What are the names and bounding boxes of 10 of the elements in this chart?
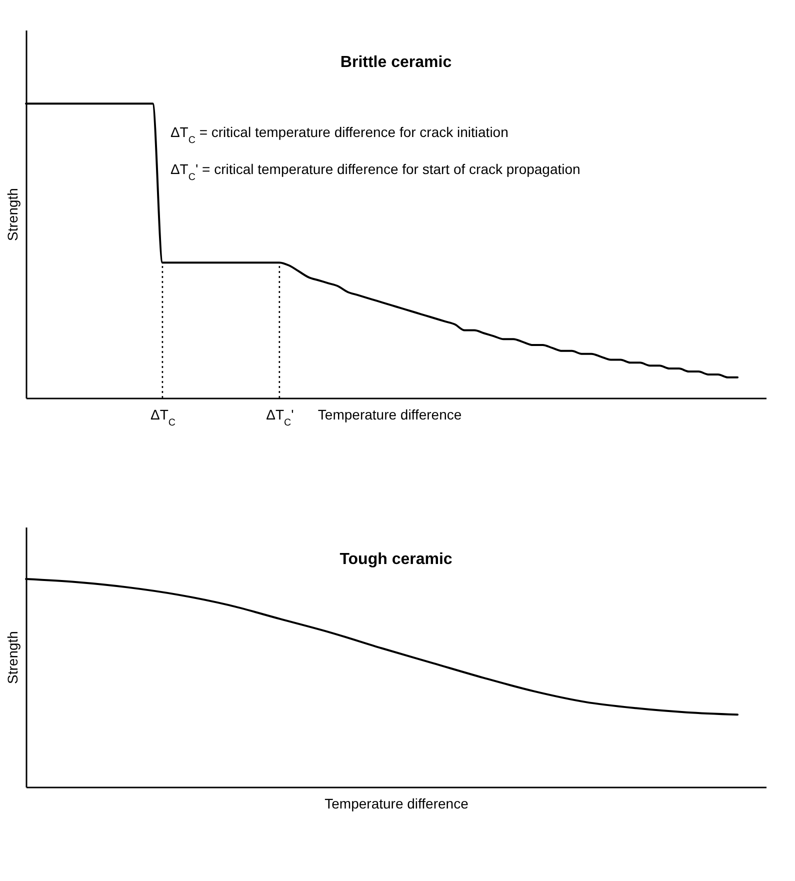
- annotation: ΔT$_{C}$' = critical temperature difference for start of crack propagation: [170, 161, 580, 182]
- y-axis-title: Strength: [4, 188, 20, 241]
- annotation: ΔT$_{C}$ = critical temperature difference for crack initiation: [170, 124, 508, 146]
- y-axis-title: Strength: [4, 631, 20, 684]
- x-tick-label: ΔT$_{C}$': [266, 406, 294, 428]
- chart-title: Tough ceramic: [340, 551, 452, 568]
- x-tick-label: ΔT$_{C}$: [150, 406, 176, 428]
- x-axis-title: Temperature difference: [318, 406, 462, 422]
- x-axis-title: Temperature difference: [324, 796, 469, 812]
- chart-title: Brittle ceramic: [340, 54, 452, 71]
